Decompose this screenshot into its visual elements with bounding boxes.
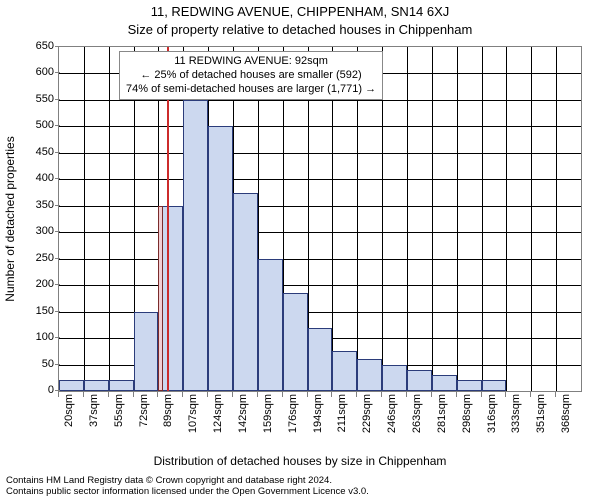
histogram-bar xyxy=(382,365,407,391)
x-tick-label: 55sqm xyxy=(113,394,125,450)
x-tick-label: 176sqm xyxy=(287,394,299,450)
histogram-bar xyxy=(134,312,159,391)
y-tick-label: 600 xyxy=(16,66,54,78)
x-axis-label: Distribution of detached houses by size … xyxy=(0,454,600,468)
x-tick-label: 351sqm xyxy=(535,394,547,450)
info-line-3: 74% of semi-detached houses are larger (… xyxy=(126,83,376,97)
x-tick-label: 194sqm xyxy=(312,394,324,450)
y-axis-label: Number of detached properties xyxy=(3,129,17,309)
highlight-bar-segment xyxy=(158,206,162,391)
gridline-h xyxy=(59,232,581,233)
x-tick-label: 211sqm xyxy=(336,394,348,450)
gridline-v xyxy=(531,47,532,391)
y-tick-label: 250 xyxy=(16,252,54,264)
gridline-v xyxy=(109,47,110,391)
x-tick-label: 20sqm xyxy=(63,394,75,450)
x-tick-label: 281sqm xyxy=(436,394,448,450)
chart-container: 11, REDWING AVENUE, CHIPPENHAM, SN14 6XJ… xyxy=(0,0,600,500)
x-tick-label: 142sqm xyxy=(237,394,249,450)
gridline-h xyxy=(59,259,581,260)
histogram-bar xyxy=(208,126,233,391)
x-tick-label: 263sqm xyxy=(411,394,423,450)
chart-title-line2: Size of property relative to detached ho… xyxy=(0,22,600,37)
y-tick-label: 350 xyxy=(16,199,54,211)
histogram-bar xyxy=(332,351,357,391)
x-tick-label: 316sqm xyxy=(486,394,498,450)
y-tick-label: 500 xyxy=(16,119,54,131)
histogram-bar xyxy=(432,375,457,391)
chart-footer: Contains HM Land Registry data © Crown c… xyxy=(6,476,369,498)
x-tick-label: 107sqm xyxy=(187,394,199,450)
histogram-bar xyxy=(457,380,482,391)
histogram-bar xyxy=(84,380,109,391)
y-axis-label-wrap: Number of detached properties xyxy=(2,46,16,392)
property-info-box: 11 REDWING AVENUE: 92sqm ← 25% of detach… xyxy=(119,51,383,100)
x-tick-label: 333sqm xyxy=(510,394,522,450)
y-tick-label: 400 xyxy=(16,172,54,184)
x-tick-label: 298sqm xyxy=(461,394,473,450)
histogram-bar xyxy=(258,259,283,391)
x-tick-label: 229sqm xyxy=(361,394,373,450)
x-tick-label: 246sqm xyxy=(386,394,398,450)
y-tick-label: 50 xyxy=(16,358,54,370)
histogram-bar xyxy=(109,380,134,391)
histogram-bar xyxy=(357,359,382,391)
gridline-h xyxy=(59,179,581,180)
y-tick-label: 650 xyxy=(16,40,54,52)
histogram-bar xyxy=(308,328,333,392)
histogram-bar xyxy=(482,380,507,391)
histogram-bar xyxy=(283,293,308,391)
x-tick-label: 72sqm xyxy=(138,394,150,450)
gridline-v xyxy=(556,47,557,391)
y-tick-label: 550 xyxy=(16,93,54,105)
gridline-v xyxy=(482,47,483,391)
gridline-v xyxy=(506,47,507,391)
info-line-2: ← 25% of detached houses are smaller (59… xyxy=(126,69,376,83)
gridline-h xyxy=(59,206,581,207)
gridline-v xyxy=(457,47,458,391)
histogram-bar xyxy=(233,193,258,391)
y-tick-label: 200 xyxy=(16,278,54,290)
gridline-h xyxy=(59,153,581,154)
x-tick-label: 124sqm xyxy=(212,394,224,450)
gridline-h xyxy=(59,126,581,127)
y-tick-label: 100 xyxy=(16,331,54,343)
gridline-v xyxy=(407,47,408,391)
chart-plot-area: 11 REDWING AVENUE: 92sqm ← 25% of detach… xyxy=(58,46,582,392)
histogram-bar xyxy=(407,370,432,391)
gridline-v xyxy=(432,47,433,391)
footer-line-2: Contains public sector information licen… xyxy=(6,487,369,498)
y-tick-label: 450 xyxy=(16,146,54,158)
y-tick-label: 0 xyxy=(16,384,54,396)
info-line-1: 11 REDWING AVENUE: 92sqm xyxy=(126,55,376,69)
y-tick-label: 150 xyxy=(16,305,54,317)
histogram-bar xyxy=(183,100,208,391)
x-tick-label: 368sqm xyxy=(560,394,572,450)
gridline-h xyxy=(59,285,581,286)
x-tick-label: 159sqm xyxy=(262,394,274,450)
histogram-bar xyxy=(59,380,84,391)
x-tick-label: 89sqm xyxy=(162,394,174,450)
chart-title-line1: 11, REDWING AVENUE, CHIPPENHAM, SN14 6XJ xyxy=(0,4,600,19)
gridline-v xyxy=(84,47,85,391)
x-tick-label: 37sqm xyxy=(88,394,100,450)
y-tick-label: 300 xyxy=(16,225,54,237)
